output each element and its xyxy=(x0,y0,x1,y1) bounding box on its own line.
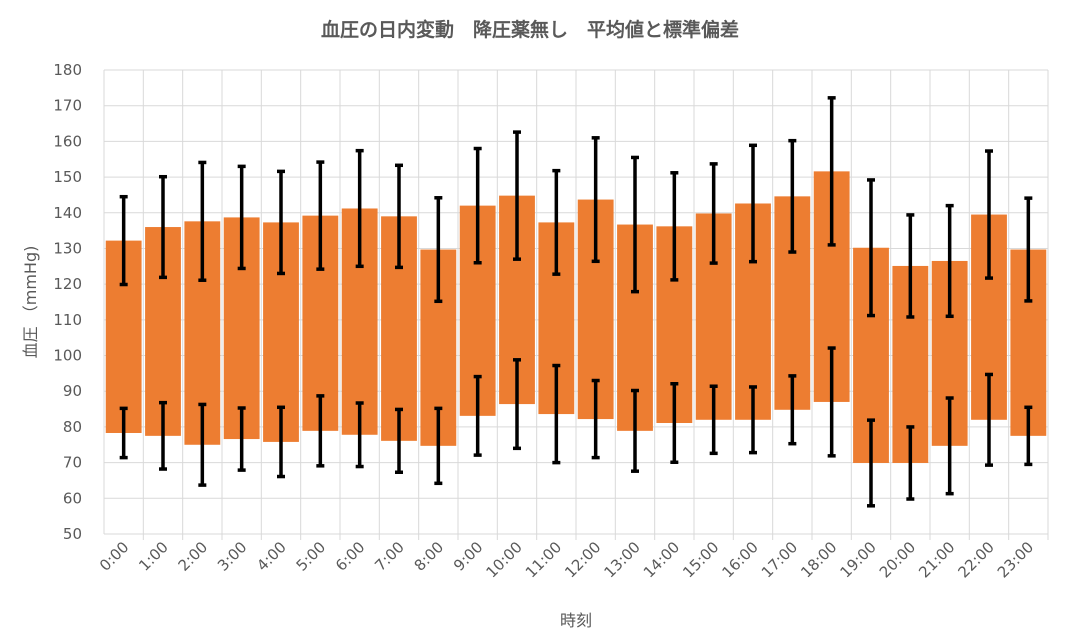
x-tick-label: 7:00 xyxy=(371,538,408,575)
y-axis-label: 血圧 （mmHg) xyxy=(21,246,40,359)
y-tick-label: 140 xyxy=(53,204,82,222)
y-axis-ticks: 50 60 70 80 90 100 110 120 130 140 150 160 170 180 xyxy=(53,61,82,543)
y-tick-label: 50 xyxy=(63,525,82,543)
y-tick-label: 120 xyxy=(53,275,82,293)
gridlines xyxy=(103,69,1049,540)
y-tick-label: 100 xyxy=(53,347,82,365)
x-tick-label: 14:00 xyxy=(640,538,683,581)
y-tick-label: 110 xyxy=(53,311,82,329)
x-tick-label: 2:00 xyxy=(175,538,212,575)
x-tick-label: 1:00 xyxy=(135,538,172,575)
y-tick-label: 160 xyxy=(53,132,82,150)
x-tick-label: 6:00 xyxy=(332,538,369,575)
x-tick-label: 23:00 xyxy=(994,538,1037,581)
y-tick-label: 70 xyxy=(63,454,82,472)
x-tick-label: 4:00 xyxy=(253,538,290,575)
y-tick-label: 60 xyxy=(63,489,82,507)
x-tick-label: 15:00 xyxy=(679,538,722,581)
x-tick-label: 22:00 xyxy=(955,538,998,581)
x-tick-label: 18:00 xyxy=(797,538,840,581)
x-tick-label: 9:00 xyxy=(450,538,487,575)
chart-title: 血圧の日内変動 降圧薬無し 平均値と標準偏差 xyxy=(321,18,739,41)
y-tick-label: 170 xyxy=(53,97,82,115)
x-tick-label: 0:00 xyxy=(96,538,133,575)
x-axis-ticks: 0:00 1:00 2:00 3:00 4:00 5:00 6:00 7:00 8:00 9:00… xyxy=(96,538,1037,581)
x-tick-label: 16:00 xyxy=(719,538,762,581)
x-tick-label: 11:00 xyxy=(522,538,565,581)
x-tick-label: 10:00 xyxy=(483,538,526,581)
x-tick-label: 20:00 xyxy=(876,538,919,581)
x-tick-label: 13:00 xyxy=(601,538,644,581)
x-tick-label: 8:00 xyxy=(411,538,448,575)
x-tick-label: 12:00 xyxy=(561,538,604,581)
y-tick-label: 150 xyxy=(53,168,82,186)
x-tick-label: 3:00 xyxy=(214,538,251,575)
y-tick-label: 130 xyxy=(53,239,82,257)
y-tick-label: 80 xyxy=(63,418,82,436)
x-tick-label: 19:00 xyxy=(837,538,880,581)
x-tick-label: 21:00 xyxy=(915,538,958,581)
error-bars xyxy=(119,96,1033,508)
y-tick-label: 180 xyxy=(53,61,82,79)
y-tick-label: 90 xyxy=(63,382,82,400)
x-axis-label: 時刻 xyxy=(560,611,592,630)
x-tick-label: 17:00 xyxy=(758,538,801,581)
x-tick-label: 5:00 xyxy=(293,538,330,575)
